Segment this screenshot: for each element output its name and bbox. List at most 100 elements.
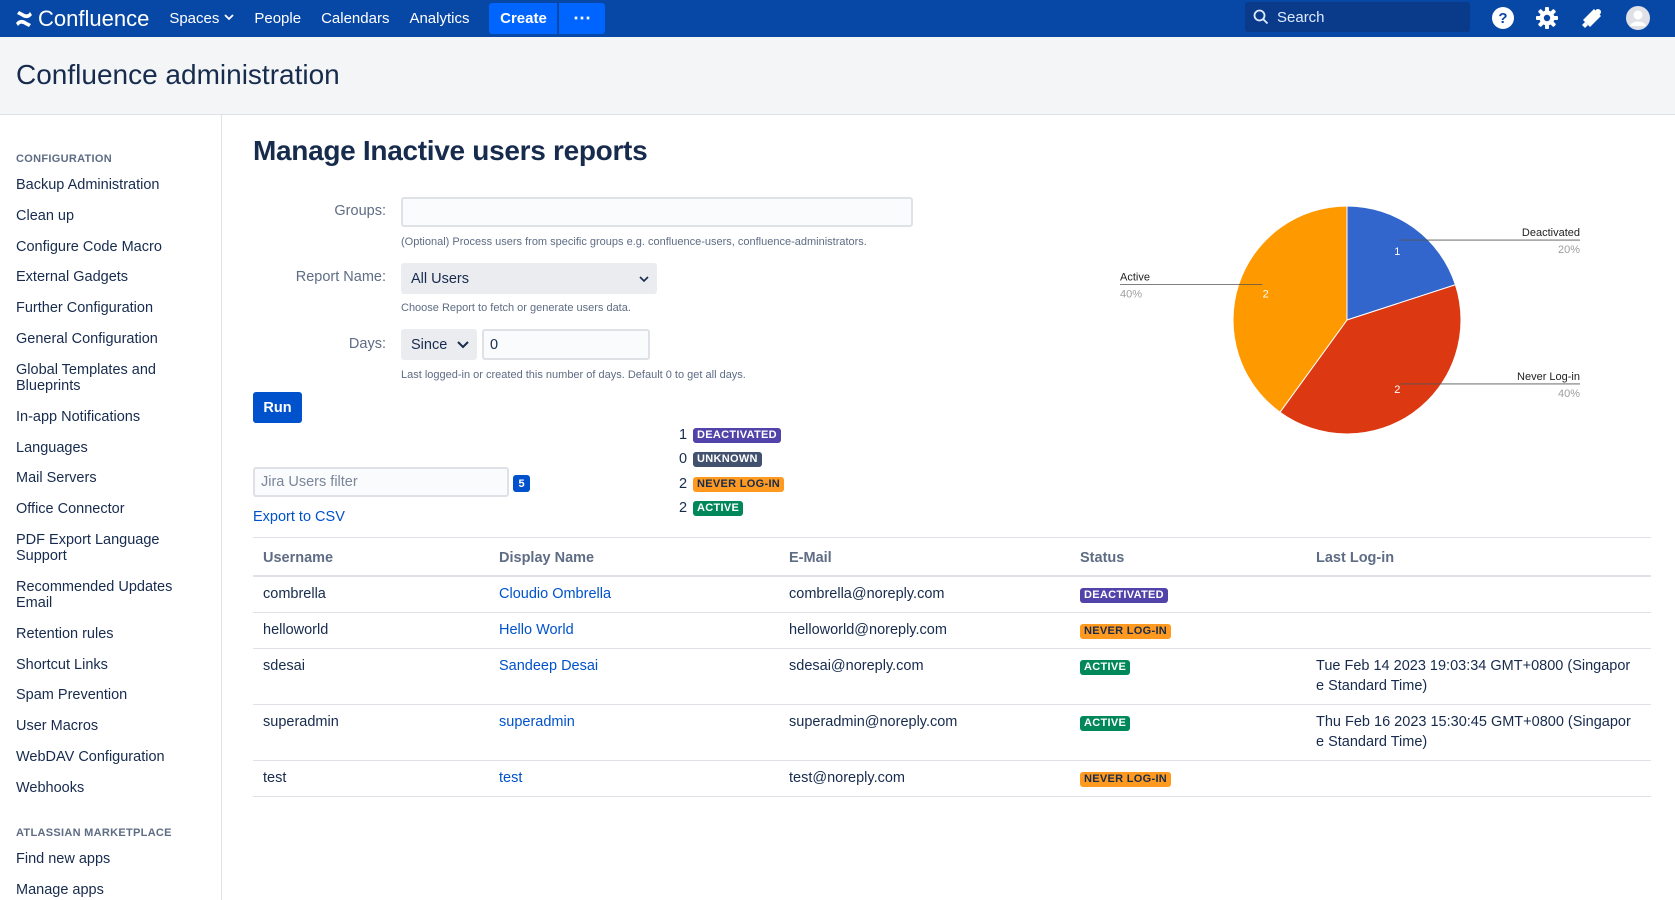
days-input[interactable]: 0 [482, 329, 650, 360]
export-csv-link[interactable]: Export to CSV [253, 509, 345, 525]
nav-spaces-label: Spaces [169, 10, 220, 27]
column-header-last-login[interactable]: Last Log-in [1316, 550, 1395, 566]
last-login-line: Tue Feb 14 2023 19:03:34 GMT+0800 (Singa… [1316, 658, 1631, 674]
jira-users-filter-input[interactable]: Jira Users filter [253, 467, 509, 497]
report-name-selected: All Users [411, 270, 470, 287]
sidebar-item-spam-prevention[interactable]: Spam Prevention [16, 687, 128, 703]
cell-username: combrella [263, 586, 326, 602]
sidebar-item-general-configuration[interactable]: General Configuration [16, 331, 158, 347]
confluence-logo[interactable]: Confluence [15, 0, 149, 37]
column-header-email[interactable]: E-Mail [789, 550, 832, 566]
admin-page-title: Confluence administration [16, 59, 340, 90]
sidebar-item-user-macros[interactable]: User Macros [16, 718, 99, 734]
sidebar-item-global-templates[interactable]: Global Templates and Blueprints [16, 362, 156, 394]
table-row: sdesai Sandeep Desai sdesai@noreply.com … [253, 649, 1651, 705]
filter-placeholder: Jira Users filter [261, 474, 358, 490]
cell-display-name-link[interactable]: Sandeep Desai [499, 658, 599, 674]
count-active: 2 ACTIVE [679, 500, 744, 516]
status-badge-active: ACTIVE [693, 500, 744, 516]
chevron-down-icon [639, 271, 649, 287]
sidebar-item-external-gadgets[interactable]: External Gadgets [16, 269, 129, 285]
status-badge-deactivated: DEACTIVATED [693, 427, 781, 443]
status-badge-never-login: NEVER LOG-IN [693, 476, 785, 492]
status-badge-never-login: NEVER LOG-IN [1080, 624, 1172, 639]
status-badge-active: ACTIVE [1080, 660, 1131, 675]
report-name-help-text: Choose Report to fetch or generate users… [401, 302, 631, 314]
sidebar-section-marketplace: ATLASSIAN MARKETPLACE [16, 827, 172, 839]
cell-display-name-link[interactable]: Cloudio Ombrella [499, 586, 612, 602]
sidebar-item-in-app-notifications[interactable]: In-app Notifications [16, 409, 141, 425]
chevron-down-icon [457, 337, 469, 353]
groups-label: Groups: [334, 203, 386, 219]
sidebar-item-webdav-configuration[interactable]: WebDAV Configuration [16, 749, 165, 765]
sidebar-item-find-new-apps[interactable]: Find new apps [16, 851, 111, 867]
count-deactivated: 1 DEACTIVATED [679, 427, 781, 443]
nav-analytics[interactable]: Analytics [409, 10, 470, 27]
count-active-value: 2 [679, 500, 688, 516]
cell-status: NEVER LOG-IN [1080, 620, 1172, 640]
cell-display-name-link[interactable]: test [499, 770, 523, 786]
last-login-line: e Standard Time) [1316, 678, 1428, 694]
days-help-text: Last logged-in or created this number of… [401, 369, 746, 381]
report-name-label: Report Name: [295, 269, 386, 285]
pie-percent-deactivated: 20% [1558, 244, 1580, 256]
cell-status: DEACTIVATED [1080, 584, 1168, 604]
sidebar-item-webhooks[interactable]: Webhooks [16, 780, 85, 796]
sidebar-item-clean-up[interactable]: Clean up [16, 208, 75, 224]
column-header-username[interactable]: Username [263, 550, 334, 566]
pie-label-deactivated: Deactivated [1522, 227, 1580, 239]
sidebar-item-office-connector[interactable]: Office Connector [16, 501, 125, 517]
sidebar-item-recommended-updates-email[interactable]: Recommended Updates Email [16, 579, 173, 611]
logo-text: Confluence [38, 5, 150, 31]
filter-count-badge: 5 [513, 475, 530, 492]
create-button[interactable]: Create [489, 3, 558, 34]
user-avatar-icon[interactable] [1626, 6, 1650, 30]
cell-display-name-link[interactable]: superadmin [499, 714, 575, 730]
pie-slice-value-deactivated: 1 [1394, 246, 1400, 258]
help-icon[interactable]: ? [1491, 6, 1515, 30]
confluence-logo-icon [16, 10, 32, 27]
pie-label-active: Active [1120, 272, 1150, 284]
search-icon [1253, 9, 1269, 25]
sidebar-section-configuration: CONFIGURATION [16, 153, 112, 165]
column-header-status[interactable]: Status [1080, 550, 1125, 566]
sidebar-item-pdf-export-language-support[interactable]: PDF Export Language Support [16, 532, 160, 564]
column-header-display-name[interactable]: Display Name [499, 550, 595, 566]
pie-slice-never-log-in[interactable] [1279, 284, 1462, 435]
days-label: Days: [348, 336, 386, 352]
sidebar-item-configure-code-macro[interactable]: Configure Code Macro [16, 239, 162, 255]
search-placeholder: Search [1277, 8, 1325, 26]
groups-input[interactable] [401, 197, 913, 227]
cell-email: superadmin@noreply.com [789, 714, 958, 730]
nav-people[interactable]: People [254, 10, 302, 27]
sidebar-item-retention-rules[interactable]: Retention rules [16, 626, 114, 642]
sidebar-item-mail-servers[interactable]: Mail Servers [16, 470, 97, 486]
table-row: test test test@noreply.com NEVER LOG-IN [253, 761, 1651, 797]
run-button[interactable]: Run [253, 392, 302, 423]
cell-status: NEVER LOG-IN [1080, 768, 1172, 788]
sidebar-item-shortcut-links[interactable]: Shortcut Links [16, 657, 108, 673]
user-status-pie-chart: 1 Deactivated 20% 2 Never Log-in 40% 2 Active 40… [1120, 205, 1580, 435]
cell-display-name-link[interactable]: Hello World [499, 622, 574, 638]
table-header-row: Username Display Name E-Mail Status Last… [253, 537, 1651, 577]
notifications-megaphone-icon[interactable] [1580, 6, 1604, 30]
nav-spaces[interactable]: Spaces [169, 0, 234, 37]
sidebar-item-manage-apps[interactable]: Manage apps [16, 882, 104, 898]
cell-last-login: Thu Feb 16 2023 15:30:45 GMT+0800 (Singa… [1316, 712, 1631, 752]
cell-email: helloworld@noreply.com [789, 622, 947, 638]
settings-gear-icon[interactable] [1535, 6, 1559, 30]
nav-calendars[interactable]: Calendars [321, 10, 390, 27]
sidebar-item-backup-administration[interactable]: Backup Administration [16, 177, 160, 193]
report-name-select[interactable]: All Users [401, 263, 657, 294]
status-badge-deactivated: DEACTIVATED [1080, 588, 1168, 603]
sidebar-item-languages[interactable]: Languages [16, 440, 88, 456]
pie-slice-deactivated[interactable] [1346, 205, 1457, 321]
search-input[interactable]: Search [1245, 2, 1470, 32]
pie-slice-value-active: 2 [1263, 289, 1269, 301]
pie-label-never-log-in: Never Log-in [1517, 371, 1580, 383]
more-create-button[interactable]: ⋯ [559, 3, 606, 34]
sidebar-item-further-configuration[interactable]: Further Configuration [16, 300, 154, 316]
count-deactivated-value: 1 [679, 427, 688, 443]
days-mode-select[interactable]: Since [401, 329, 477, 360]
days-mode-selected: Since [411, 336, 448, 353]
